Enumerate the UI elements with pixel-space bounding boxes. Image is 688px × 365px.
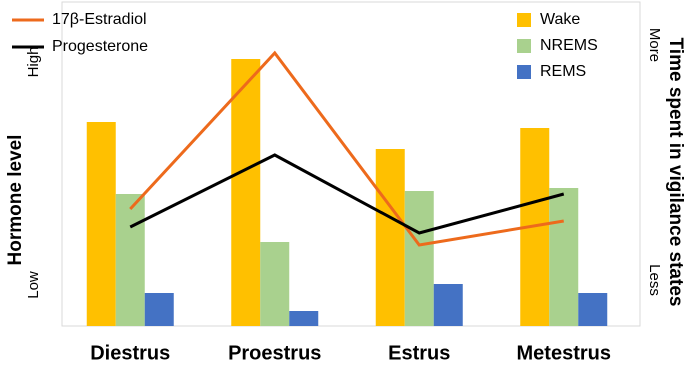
bar	[433, 284, 463, 326]
plot-frame	[61, 1, 641, 327]
legend-label: REMS	[540, 63, 586, 80]
y2-high-label: More	[646, 28, 663, 62]
line	[129, 153, 565, 235]
legend-label: Wake	[540, 11, 580, 28]
bar	[375, 149, 405, 326]
y-low-label: Low	[25, 271, 42, 299]
bar	[115, 194, 145, 326]
legend-swatch	[517, 39, 531, 53]
x-tick-label: Diestrus	[90, 342, 170, 364]
bar	[260, 242, 290, 326]
legend-swatch	[517, 65, 531, 79]
bar	[404, 191, 434, 326]
bar	[86, 122, 116, 326]
y-axis-title: Hormone level	[5, 135, 26, 266]
bar	[144, 293, 174, 326]
x-tick-label: Metestrus	[517, 342, 611, 364]
bar	[231, 59, 261, 326]
bar	[578, 293, 608, 326]
legend-label: NREMS	[540, 37, 598, 54]
legend-label: Progesterone	[52, 38, 148, 55]
legend-label: 17β-Estradiol	[52, 11, 147, 28]
y2-low-label: Less	[646, 264, 663, 296]
y2-axis-title: Time spent in vigilance states	[665, 38, 686, 307]
bar	[549, 188, 579, 326]
y-high-label: High	[25, 47, 42, 78]
x-tick-label: Estrus	[388, 342, 450, 364]
x-tick-label: Proestrus	[228, 342, 321, 364]
legend-swatch	[517, 13, 531, 27]
line	[129, 50, 564, 247]
bar	[289, 311, 319, 326]
